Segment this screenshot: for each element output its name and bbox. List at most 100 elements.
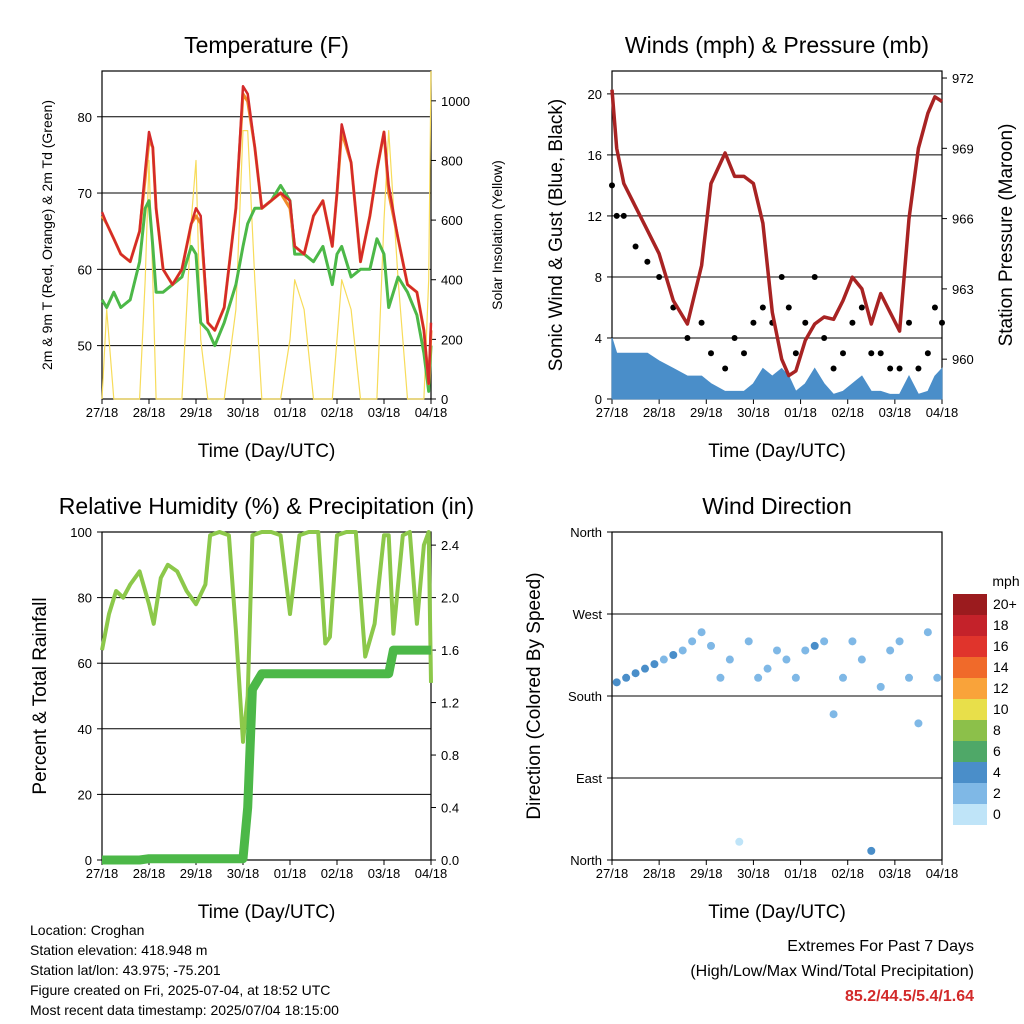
humidity-ylabel: Percent & Total Rainfall [30,597,51,794]
direction-point [725,655,734,664]
humidity-ytick-label: 100 [70,525,92,540]
sonic-wind-area [611,337,943,400]
direction-point [716,673,725,682]
direction-point [754,673,763,682]
speed-legend-swatch [953,678,987,699]
temperature-y2label: Solar Insolation (Yellow) [489,160,505,310]
gust-point [613,212,620,219]
direction-point [744,637,753,646]
humidity-y2tick-label: 1.2 [441,696,459,711]
speed-legend-swatch [953,804,987,825]
temperature-xtick-label: 30/18 [227,405,260,420]
winds-y2tick-label: 972 [952,71,974,86]
humidity-xtick-label: 03/18 [368,866,401,881]
gust-point [896,365,903,372]
winds-ytick-label: 8 [595,270,602,285]
dewpoint-line [100,183,433,393]
direction-point [867,846,876,855]
humidity-xlabel: Time (Day/UTC) [198,902,336,923]
temperature-ytick-label: 60 [78,262,92,277]
precipitation-line [102,645,434,865]
humidity-y2tick-label: 0.8 [441,748,459,763]
direction-point [801,646,810,655]
direction-point [876,682,885,691]
speed-legend-swatch [953,594,987,615]
direction-ylabel: Direction (Colored By Speed) [524,572,545,819]
temperature-xtick-label: 03/18 [368,405,401,420]
relative-humidity-line [100,530,433,744]
winds-y2tick-label: 960 [952,352,974,367]
winds-xlabel: Time (Day/UTC) [708,441,846,462]
direction-point [829,710,838,719]
direction-xtick-label: 30/18 [737,866,770,881]
humidity-y2tick-label: 1.6 [441,643,459,658]
speed-legend-swatch [953,741,987,762]
gust-point [877,350,884,357]
speed-legend-label: 10 [993,701,1009,717]
direction-point [895,637,904,646]
winds-xtick-label: 02/18 [831,405,864,420]
speed-legend-label: 18 [993,617,1009,633]
direction-point [791,673,800,682]
gust-point [821,334,828,341]
temperature-xtick-label: 01/18 [274,405,307,420]
humidity-frame [101,531,432,861]
direction-point [669,651,678,659]
speed-legend-swatch [953,762,987,783]
temperature-y2tick-label: 400 [441,273,463,288]
gust-point [785,304,792,311]
temperature-ytick-label: 70 [78,186,92,201]
gust-point [741,350,747,357]
gust-point [759,304,766,311]
gust-point [858,304,865,311]
extremes-title: Extremes For Past 7 Days [787,938,974,955]
gust-point [802,319,809,326]
speed-legend-title: mph [992,573,1019,589]
direction-point [933,673,942,682]
direction-ytick-label: East [576,771,602,786]
temperature-y2tick-label: 800 [441,153,463,168]
extremes-subtitle: (High/Low/Max Wind/Total Precipitation) [690,963,974,980]
gust-point [731,334,738,341]
winds-xtick-label: 04/18 [926,405,959,420]
gust-point [698,319,705,326]
temperature-y2tick-label: 200 [441,332,463,347]
humidity-xtick-label: 01/18 [274,866,307,881]
direction-point [697,628,706,637]
direction-xtick-label: 29/18 [690,866,723,881]
speed-legend-swatch [953,615,987,636]
winds-xtick-label: 30/18 [737,405,770,420]
gust-point [632,243,639,250]
direction-xtick-label: 27/18 [596,866,629,881]
winds-xtick-label: 01/18 [784,405,817,420]
winds-ytick-label: 0 [595,392,602,407]
gust-point [684,334,691,341]
speed-legend-label: 20+ [993,596,1017,612]
direction-point [839,673,847,682]
speed-legend-label: 4 [993,764,1001,780]
speed-legend-swatch [953,783,987,804]
direction-point [773,646,781,655]
winds-xtick-label: 27/18 [596,405,629,420]
gust-point [931,304,938,311]
direction-point [735,837,744,846]
speed-legend-swatch [953,699,987,720]
winds-xtick-label: 28/18 [643,405,676,420]
temperature-y2tick-label: 1000 [441,94,470,109]
gust-point [939,319,945,326]
humidity-ytick-label: 20 [78,787,92,802]
direction-point [914,719,923,728]
winds-ylabel: Sonic Wind & Gust (Blue, Black) [546,99,567,371]
direction-point [810,641,819,650]
winds-ytick-label: 4 [595,331,602,346]
winds-y2tick-label: 969 [952,141,974,156]
gust-point [750,319,757,326]
humidity-xtick-label: 04/18 [415,866,448,881]
direction-point [857,655,866,664]
direction-point [886,646,895,655]
humidity-ytick-label: 40 [78,722,92,737]
direction-point [848,637,857,646]
temperature-xtick-label: 28/18 [133,405,166,420]
direction-point [707,641,715,650]
humidity-y2tick-label: 2.0 [441,591,459,606]
